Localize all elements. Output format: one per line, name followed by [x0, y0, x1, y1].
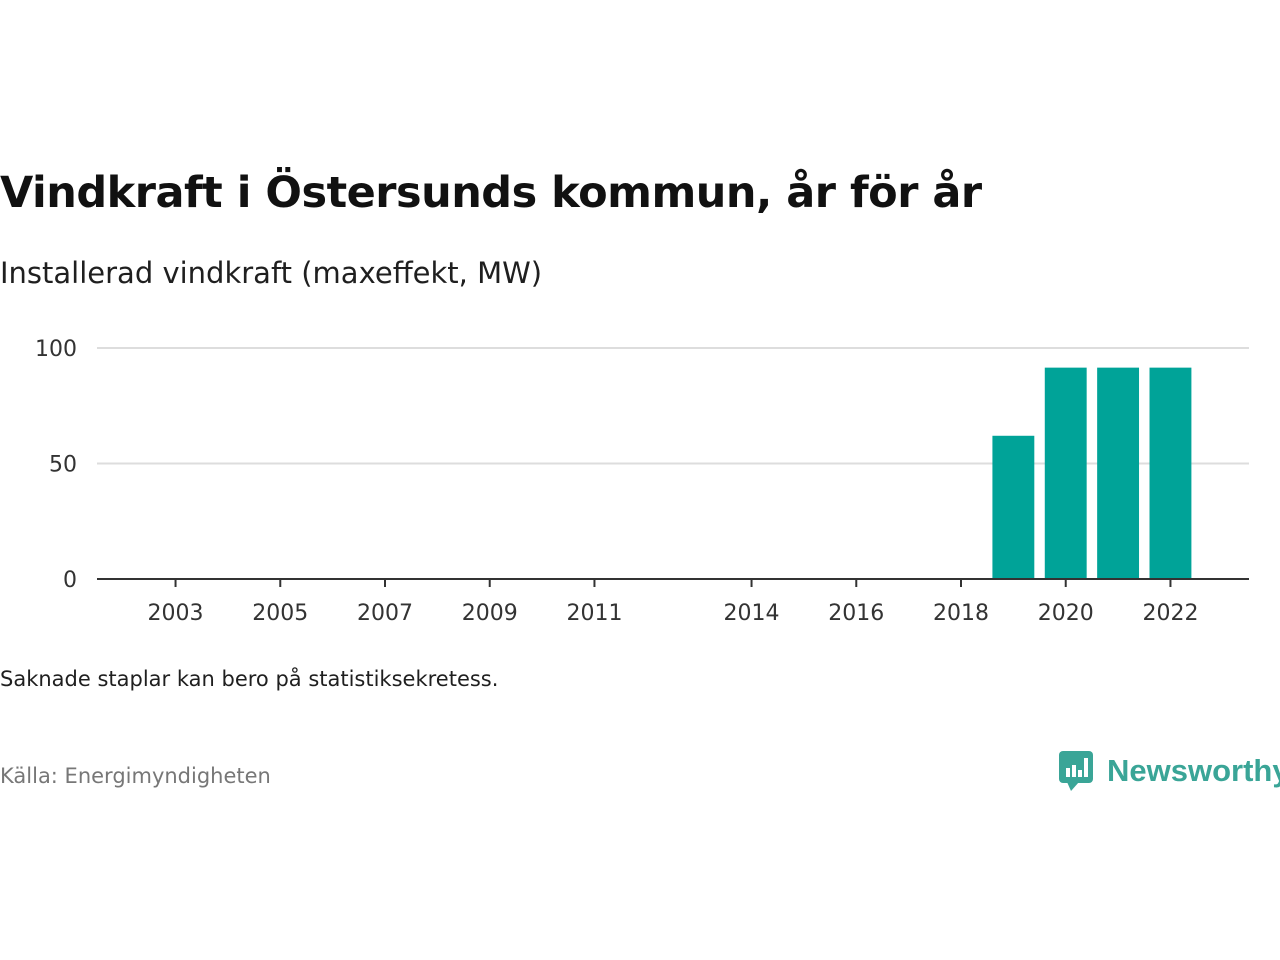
x-tick-label: 2014 — [724, 601, 780, 626]
bars — [992, 367, 1192, 579]
x-tick-label: 2016 — [828, 601, 884, 626]
missing-bars-note: Saknade staplar kan bero på statistiksek… — [0, 667, 499, 691]
y-tick-label: 50 — [49, 453, 77, 478]
y-tick-label: 0 — [63, 568, 77, 593]
source-note: Källa: Energimyndigheten — [0, 764, 271, 788]
x-tick-label: 2022 — [1142, 601, 1198, 626]
chart-subtitle: Installerad vindkraft (maxeffekt, MW) — [0, 256, 543, 290]
x-tick-label: 2018 — [933, 601, 989, 626]
x-tick-label: 2005 — [252, 601, 308, 626]
x-tick-label: 2009 — [462, 601, 518, 626]
bar-2021 — [1097, 367, 1140, 579]
y-tick-label: 100 — [35, 337, 77, 362]
bar-2022 — [1149, 367, 1192, 579]
bar-chart: 0 50 100 2003 2005 2007 2009 2011 2014 2016 2018 20… — [35, 337, 1249, 626]
chart-title: Vindkraft i Östersunds kommun, år för år — [0, 168, 982, 218]
x-tick-label: 2011 — [566, 601, 622, 626]
bar-2019 — [992, 435, 1035, 579]
bar-2020 — [1044, 367, 1087, 579]
x-tick-label: 2007 — [357, 601, 413, 626]
newsworthy-logo[interactable]: Newsworthy — [1059, 748, 1280, 794]
x-tick-label: 2003 — [148, 601, 204, 626]
newsworthy-logo-icon — [1059, 751, 1093, 791]
x-tick-label: 2020 — [1038, 601, 1094, 626]
axes: 0 50 100 2003 2005 2007 2009 2011 2014 2016 2018 20… — [35, 337, 1249, 626]
brand-name: Newsworthy — [1107, 753, 1280, 788]
